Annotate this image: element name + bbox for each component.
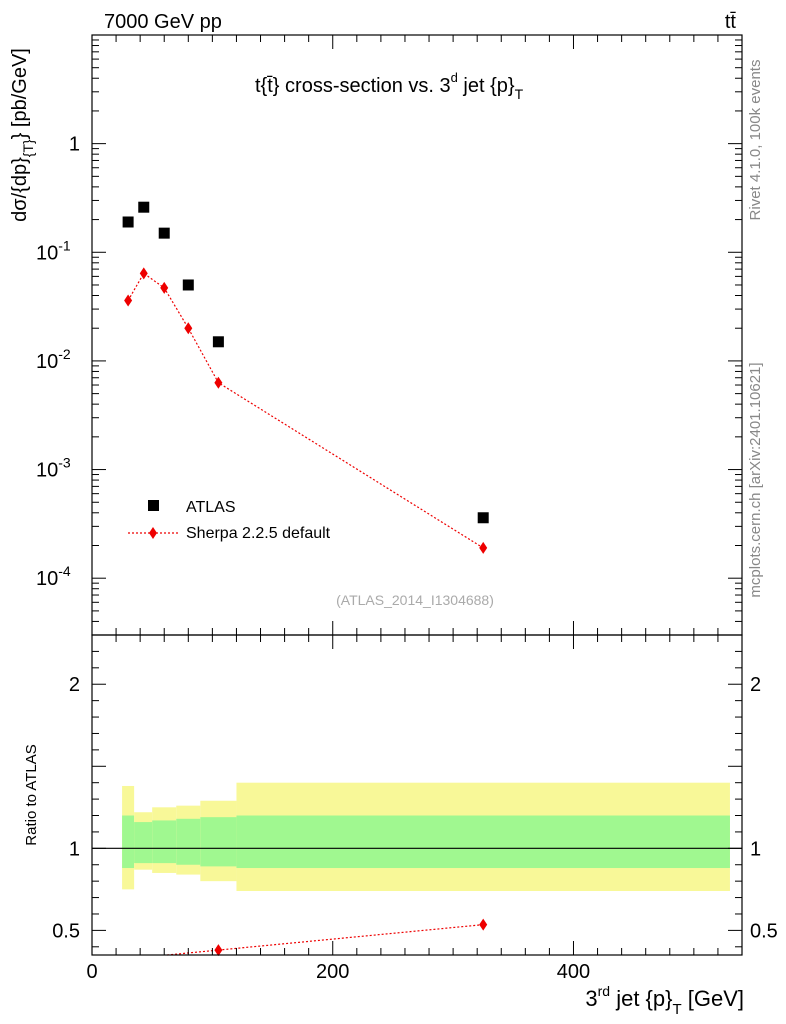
mc-point	[184, 322, 193, 335]
data-point	[122, 216, 134, 228]
ratio-y-tick-label: 1	[69, 838, 80, 860]
ratio-y-axis-label: Ratio to ATLAS	[23, 744, 40, 845]
y-tick-label: 1	[69, 134, 80, 156]
legend-mc-marker	[149, 527, 157, 539]
rivet-label: Rivet 4.1.0, 100k events	[747, 60, 764, 221]
ratio-series	[167, 918, 488, 957]
ratio-band-inner	[134, 822, 153, 864]
y-tick-label: 10-4	[36, 563, 71, 590]
ratio-band-inner	[152, 820, 177, 864]
ratio-y-tick-label-right: 1	[750, 838, 761, 860]
mc-point	[214, 376, 223, 389]
y-axis-label: dσ/{dp}{T}} [pb/GeV]	[9, 48, 36, 222]
data-point	[212, 336, 224, 348]
ratio-y-tick-label: 0.5	[52, 920, 80, 942]
ratio-bands	[122, 782, 730, 891]
main-series	[122, 201, 489, 554]
data-point	[138, 201, 150, 213]
y-tick-label: 10-3	[36, 455, 71, 482]
data-point	[477, 512, 489, 524]
y-tick-exponent: -4	[58, 563, 71, 579]
chart-title: t{t̄} cross-section vs. 3d jet {p}T	[255, 70, 524, 102]
ratio-band-inner	[236, 815, 730, 869]
data-point	[158, 227, 170, 239]
axis-ticks	[91, 34, 743, 955]
ratio-frame	[91, 634, 743, 956]
y-tick-label: 10-2	[36, 346, 71, 373]
ratio-mc-point	[214, 944, 223, 957]
ratio-mc-line	[218, 924, 484, 951]
ratio-y-tick-label-right: 2	[750, 674, 761, 696]
y-tick-exponent: -1	[58, 237, 71, 253]
ratio-band-inner	[122, 815, 135, 869]
y-tick-label: 10-1	[36, 237, 71, 264]
main-frame	[91, 34, 743, 636]
ratio-band-inner	[176, 818, 201, 865]
y-tick-exponent: -2	[58, 346, 71, 362]
mcplots-label: mcplots.cern.ch [arXiv:2401.10621]	[747, 362, 764, 597]
ratio-band-inner	[200, 817, 237, 867]
x-tick-label: 200	[316, 961, 349, 983]
mc-point	[139, 267, 148, 280]
ratio-y-tick-label: 2	[69, 674, 80, 696]
process-label: tt̄	[725, 11, 737, 33]
mc-point	[479, 541, 488, 554]
x-axis-label: 3rd jet {p}T [GeV]	[585, 983, 744, 1018]
ratio-y-tick-label-right: 0.5	[750, 920, 778, 942]
legend-data-marker	[148, 500, 159, 511]
x-tick-label: 0	[86, 961, 97, 983]
legend: ATLAS Sherpa 2.2.5 default	[128, 499, 331, 542]
mc-point	[124, 294, 133, 307]
legend-mc-label: Sherpa 2.2.5 default	[186, 525, 331, 542]
legend-data-label: ATLAS	[186, 499, 236, 516]
ratio-mc-line-lead	[167, 949, 219, 956]
mc-point	[160, 281, 169, 294]
data-point	[182, 279, 194, 291]
y-tick-exponent: -3	[58, 455, 71, 471]
ratio-mc-point	[479, 918, 488, 931]
analysis-label: (ATLAS_2014_I1304688)	[336, 592, 494, 608]
mc-line	[127, 272, 484, 549]
beam-label: 7000 GeV pp	[104, 11, 222, 33]
x-tick-label: 400	[557, 961, 590, 983]
